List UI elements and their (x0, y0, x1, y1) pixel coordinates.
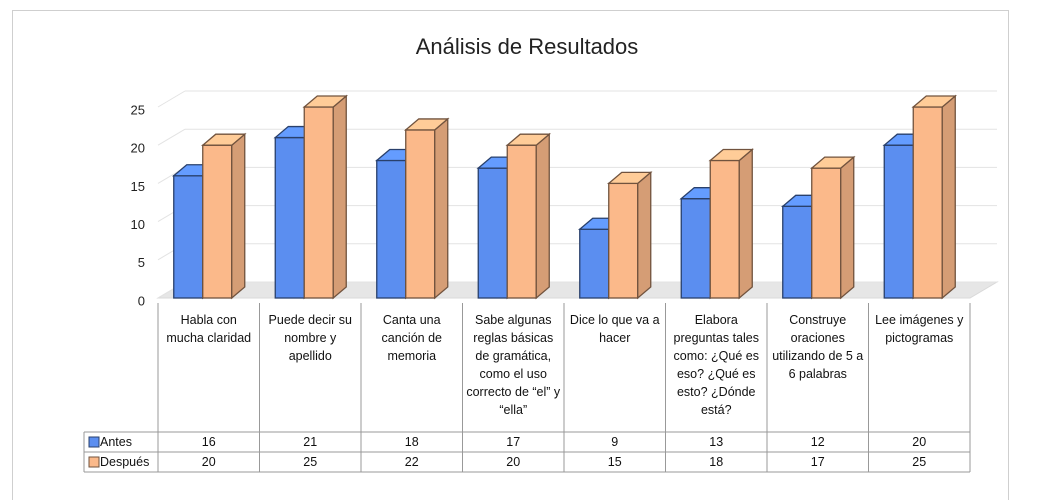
bar-front (912, 106, 943, 299)
grid-line-side (157, 128, 186, 146)
bar-front (811, 167, 842, 299)
x-tick-label: Canta una canción de memoria (381, 313, 442, 363)
legend-label: Antes (100, 435, 132, 449)
bar (606, 170, 653, 300)
table-value: 25 (303, 455, 318, 469)
bar-top (708, 148, 755, 162)
x-tick-label: Habla con mucha claridad (166, 313, 252, 345)
legend-swatch (88, 436, 100, 448)
bar-front (680, 198, 711, 299)
bar-top (200, 133, 247, 146)
bar (302, 94, 349, 300)
x-tick-label: Lee imágenes y pictogramas (875, 313, 964, 345)
legend-label: Después (100, 455, 150, 469)
y-tick-label: 5 (138, 255, 145, 270)
bar-side (332, 94, 347, 300)
bar-front (202, 144, 233, 299)
x-tick-label: Elabora preguntas tales como: ¿Qué es es… (673, 313, 759, 417)
bar (809, 155, 856, 300)
table-value: 20 (912, 435, 927, 449)
bar-side (738, 148, 753, 300)
bar-front (782, 205, 813, 299)
table-value: 17 (810, 455, 825, 469)
y-tick-label: 10 (131, 217, 145, 232)
chart-title: Análisis de Resultados (416, 34, 639, 59)
bar-front (477, 167, 508, 299)
bar-top (911, 95, 958, 108)
x-tick-label: Puede decir su nombre y apellido (268, 313, 352, 363)
bar-front (579, 228, 610, 299)
table-value: 25 (912, 455, 927, 469)
bar (505, 132, 552, 300)
y-tick-label: 0 (138, 293, 145, 308)
table-value: 16 (201, 435, 216, 449)
bar-side (535, 132, 550, 300)
y-tick-label: 25 (131, 102, 145, 117)
table-value: 22 (404, 455, 419, 469)
bar-front (608, 182, 639, 299)
bar-side (840, 155, 855, 300)
table-value: 17 (506, 435, 521, 449)
bar-front (883, 144, 914, 299)
table-value: 21 (303, 435, 318, 449)
table-value: 15 (607, 455, 622, 469)
bar-top (403, 118, 450, 131)
table-value: 18 (404, 435, 419, 449)
bar-side (941, 94, 956, 300)
bar (403, 117, 450, 300)
bar-top (809, 156, 856, 169)
bar-front (303, 106, 334, 299)
bar-side (637, 170, 652, 300)
chart-frame (12, 10, 1009, 500)
bar (200, 132, 247, 300)
x-tick-label: Dice lo que va a hacer (569, 313, 660, 345)
bar-front (405, 129, 436, 299)
bar-side (434, 117, 449, 300)
table-value: 18 (709, 455, 724, 469)
bar-front (274, 136, 305, 299)
bar-top (505, 133, 552, 146)
bar (708, 148, 755, 300)
table-value: 20 (506, 455, 521, 469)
bar (911, 94, 958, 300)
bar-front (506, 144, 537, 299)
table-value: 12 (810, 435, 825, 449)
bar-front (376, 159, 407, 299)
bar-top (302, 95, 349, 108)
x-tick-label: Construye oraciones utilizando de 5 a 6 … (772, 313, 864, 381)
y-tick-label: 20 (131, 141, 145, 156)
table-value: 13 (709, 435, 724, 449)
table-value: 20 (201, 455, 216, 469)
legend-swatch (88, 456, 100, 468)
x-tick-label: Sabe algunas reglas básicas de gramática… (466, 313, 561, 417)
bar-front (709, 159, 740, 299)
table-value: 9 (611, 435, 619, 449)
grid-line-side (157, 90, 186, 108)
bar-front (173, 175, 204, 299)
y-tick-label: 15 (131, 179, 145, 194)
bar-top (606, 171, 653, 185)
bar-side (231, 132, 246, 300)
